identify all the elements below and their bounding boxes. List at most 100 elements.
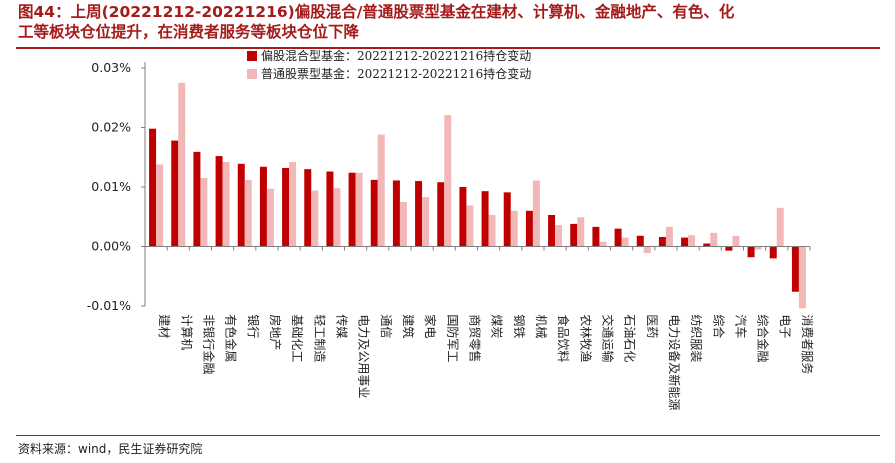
bar-series-1 xyxy=(791,246,799,292)
x-category-label: 钢铁 xyxy=(512,314,526,338)
y-tick-label: 0.03% xyxy=(91,60,131,75)
bar-series-1 xyxy=(415,181,423,247)
x-category-label: 通信 xyxy=(379,314,393,338)
bar-chart: -0.01% 0.00% 0.01% 0.02% 0.03% 建材 计算机 非银行金融 有色金属… xyxy=(87,48,815,410)
bar-series-1 xyxy=(570,223,578,247)
bar-series-2 xyxy=(222,162,230,247)
bar-series-1 xyxy=(149,128,157,247)
bar-series-1 xyxy=(171,140,179,247)
bar-series-2 xyxy=(577,217,585,247)
bar-series-1 xyxy=(636,235,644,247)
bar-series-1 xyxy=(437,182,445,247)
x-category-label: 银行 xyxy=(246,314,260,338)
x-category-label: 石油石化 xyxy=(623,314,637,362)
x-category-label: 电力设备及新能源 xyxy=(667,314,682,410)
bar-series-2 xyxy=(488,214,496,247)
y-tick-label: 0.02% xyxy=(91,120,131,135)
x-category-label: 轻工制造 xyxy=(312,314,326,362)
footer-divider xyxy=(16,435,880,436)
bar-series-2 xyxy=(732,235,740,247)
bar-series-2 xyxy=(776,207,784,247)
bar-series-1 xyxy=(725,246,733,251)
bar-series-2 xyxy=(333,188,341,247)
x-category-label: 纺织服装 xyxy=(689,314,703,362)
bar-series-2 xyxy=(466,205,474,247)
bar-series-1 xyxy=(703,243,711,247)
bar-series-2 xyxy=(688,235,696,247)
bar-series-1 xyxy=(326,171,334,247)
figure-title-line-1: 图44：上周(20221212-20221216)偏股混合/普通股票型基金在建材… xyxy=(18,3,735,21)
bar-series-1 xyxy=(592,226,600,247)
bar-series-2 xyxy=(444,115,452,247)
bar-series-1 xyxy=(215,156,223,247)
bar-series-2 xyxy=(266,188,274,247)
bar-series-1 xyxy=(459,187,467,247)
x-category-label: 电力及公用事业 xyxy=(357,314,371,398)
x-category-label: 机械 xyxy=(534,314,549,338)
x-category-label: 农林牧渔 xyxy=(578,314,592,362)
bar-series-2 xyxy=(510,210,518,247)
bar-series-1 xyxy=(658,236,666,247)
bar-series-1 xyxy=(348,172,356,247)
bar-series-2 xyxy=(200,178,208,247)
x-category-label: 综合 xyxy=(711,314,726,338)
x-category-label: 交通运输 xyxy=(600,314,615,362)
bar-series-1 xyxy=(370,179,378,247)
figure-title-line-2: 工等板块仓位提升，在消费者服务等板块仓位下降 xyxy=(18,23,360,41)
bar-series-2 xyxy=(355,172,363,247)
bar-series-1 xyxy=(237,163,245,247)
bar-series-2 xyxy=(399,201,407,247)
bar-series-1 xyxy=(259,166,267,247)
bar-series-1 xyxy=(481,191,489,247)
bar-series-2 xyxy=(289,162,297,247)
legend-swatch-1 xyxy=(247,51,257,61)
x-category-label: 汽车 xyxy=(733,314,748,338)
x-category-label: 医药 xyxy=(645,314,659,338)
x-category-label: 电子 xyxy=(778,314,792,338)
bar-series-2 xyxy=(178,82,186,247)
bar-series-1 xyxy=(392,180,400,247)
bar-series-1 xyxy=(769,246,777,259)
bar-series-1 xyxy=(304,169,312,247)
x-category-label: 综合金融 xyxy=(756,314,771,362)
bar-series-2 xyxy=(244,179,252,247)
y-tick-label: -0.01% xyxy=(87,298,131,313)
bar-series-1 xyxy=(681,237,689,247)
x-category-label: 有色金属 xyxy=(224,314,239,362)
bar-series-2 xyxy=(311,190,319,247)
x-category-label: 传媒 xyxy=(334,314,349,338)
bar-series-1 xyxy=(614,228,622,247)
title-divider xyxy=(16,47,880,49)
x-category-label: 煤炭 xyxy=(490,314,504,338)
bar-series-1 xyxy=(193,151,201,247)
bar-series-1 xyxy=(525,210,533,247)
bar-series-2 xyxy=(665,226,673,247)
source-note: 资料来源：wind，民生证券研究院 xyxy=(18,442,203,456)
x-category-label: 建筑 xyxy=(401,314,416,338)
x-category-label: 家电 xyxy=(423,314,438,338)
x-category-label: 非银行金融 xyxy=(201,314,216,374)
y-tick-label: 0.01% xyxy=(91,179,131,194)
bar-series-2 xyxy=(754,246,762,250)
x-category-label: 消费者服务 xyxy=(800,314,815,374)
bar-series-1 xyxy=(282,167,290,247)
figure-title: 图44：上周(20221212-20221216)偏股混合/普通股票型基金在建材… xyxy=(18,2,883,42)
bar-series-1 xyxy=(503,192,511,247)
x-category-label: 基础化工 xyxy=(290,314,304,362)
bar-series-2 xyxy=(798,246,806,309)
x-category-label: 商贸零售 xyxy=(467,314,482,362)
x-category-label: 建材 xyxy=(157,314,171,338)
legend-swatch-2 xyxy=(247,69,257,79)
x-category-label: 食品饮料 xyxy=(556,314,571,362)
bar-series-2 xyxy=(710,232,718,247)
legend-label-1: 偏股混合型基金：20221212-20221216持仓变动 xyxy=(261,48,531,63)
x-category-label: 计算机 xyxy=(179,314,194,350)
bar-series-1 xyxy=(747,246,755,258)
bar-series-2 xyxy=(599,241,607,247)
bar-series-1 xyxy=(548,214,556,247)
bar-series-2 xyxy=(532,180,540,247)
bar-series-2 xyxy=(621,237,629,247)
bar-series-2 xyxy=(422,197,430,247)
x-category-label: 国防军工 xyxy=(445,314,460,362)
bar-series-2 xyxy=(156,164,164,247)
